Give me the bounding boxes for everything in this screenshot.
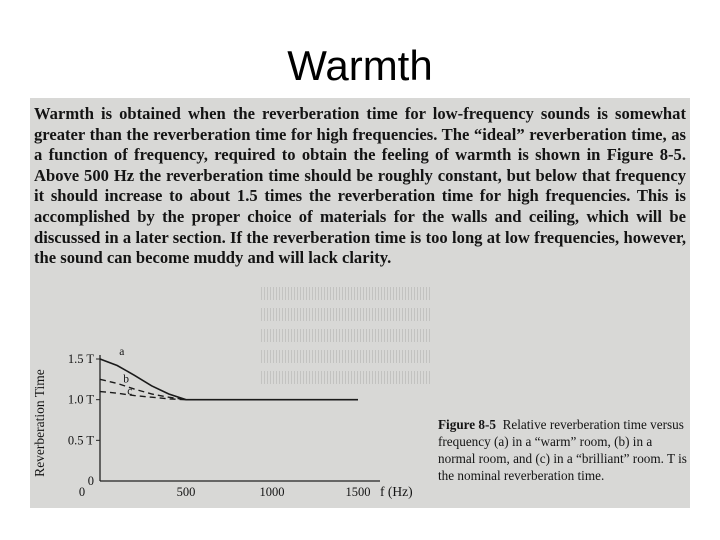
figure-chart: Reverberation Time 0 0.5 T 1.0 T 1.5 T 0 500 1… — [32, 346, 413, 499]
x-axis-label: f (Hz) — [380, 484, 413, 499]
y-axis-label: Reverberation Time — [32, 369, 47, 477]
series-line-b — [99, 378, 358, 401]
y-tick-label: 1.0 T — [68, 393, 95, 407]
x-tick-label: 0 — [79, 485, 85, 499]
x-tick-label: 500 — [177, 485, 196, 499]
figure-caption: Figure 8-5 Relative reverberation time v… — [438, 416, 688, 484]
series-label-c: c — [127, 386, 132, 398]
body-paragraph: Warmth is obtained when the reverberatio… — [34, 104, 686, 268]
scanned-page: ||||||||||||||||||||||||||||||||||||||||… — [30, 98, 690, 508]
series-line-c — [99, 390, 358, 401]
series-label-a: a — [119, 346, 124, 358]
slide-title: Warmth — [287, 42, 433, 89]
y-tick-label: 0.5 T — [68, 433, 95, 447]
caption-head: Figure 8-5 — [438, 417, 496, 432]
caption-body: Relative reverberation time versus frequ… — [438, 417, 687, 483]
series-line-a — [99, 358, 358, 401]
y-tick-label: 1.5 T — [68, 352, 95, 366]
x-tick-label: 1500 — [346, 485, 371, 499]
y-tick-label: 0 — [88, 474, 94, 488]
chart-plot-area: 0 0.5 T 1.0 T 1.5 T 0 500 1000 1500 a bc — [68, 346, 380, 499]
series-label-b: b — [123, 373, 129, 385]
x-tick-label: 1000 — [260, 485, 285, 499]
